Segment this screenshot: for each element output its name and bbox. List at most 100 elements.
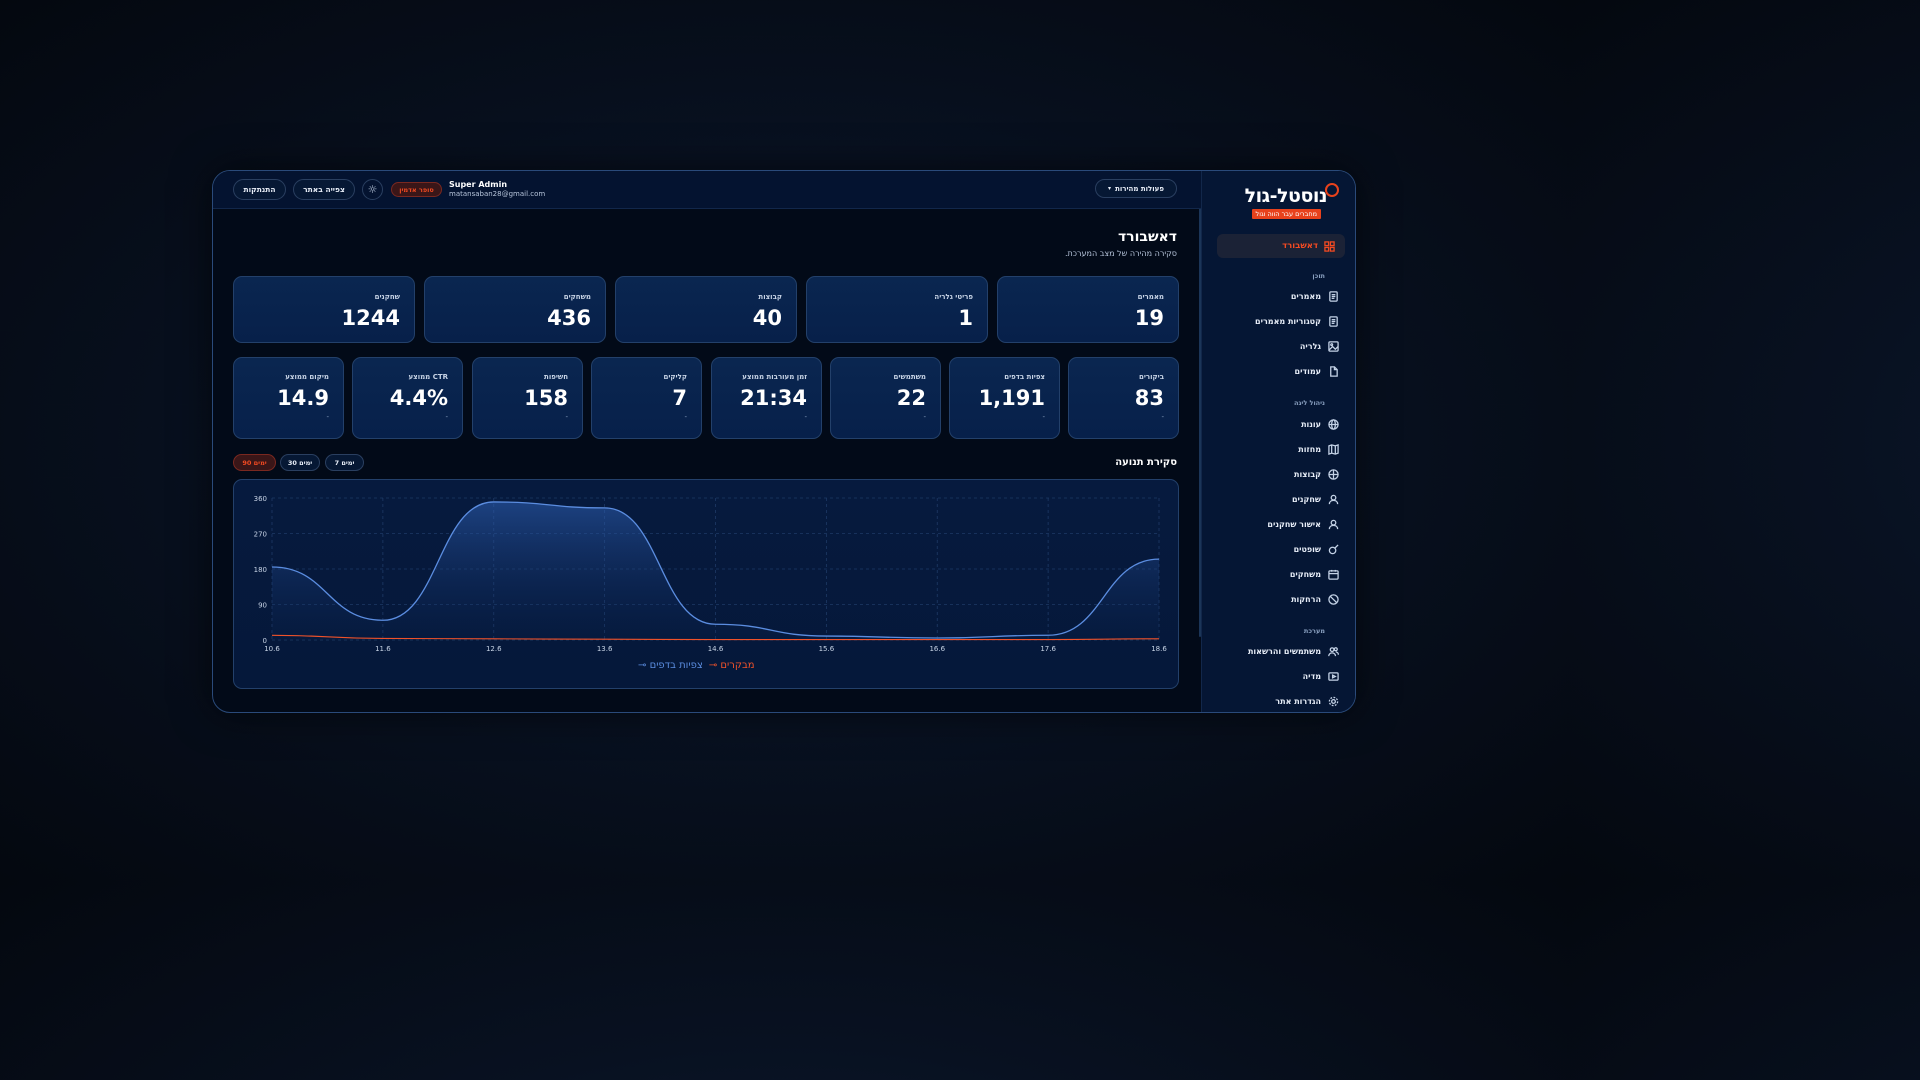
- sidebar-item-label: עונות: [1301, 420, 1321, 429]
- globe-icon: [1328, 419, 1339, 430]
- sidebar-item-users-permissions[interactable]: משתמשים והרשאות: [1209, 646, 1339, 657]
- y-tick-label: 270: [254, 531, 267, 539]
- topbar: התנתקות צפייה באתר ☼ סופר אדמין Super Ad…: [213, 171, 1201, 209]
- stat-label: שחקנים: [374, 293, 400, 301]
- section-league: ניהול ליגה: [1294, 399, 1325, 407]
- stat-value: 4.4%: [389, 386, 448, 410]
- sidebar-item-rounds[interactable]: מחזות: [1209, 444, 1339, 455]
- legend-pageviews[interactable]: ⊸ צפיות בדפים: [638, 660, 703, 671]
- stat-label: פריטי גלריה: [934, 293, 973, 301]
- quick-actions-label: פעולות מהירות: [1115, 184, 1164, 193]
- document-icon: [1328, 316, 1339, 327]
- y-tick-label: 360: [254, 495, 267, 503]
- sidebar-item-label: אישור שחקנים: [1267, 520, 1321, 529]
- range-90-days[interactable]: 90 ימים: [233, 454, 276, 471]
- team-icon: [1328, 469, 1339, 480]
- x-tick-label: 17.6: [1040, 645, 1056, 653]
- sidebar-item-label: שחקנים: [1291, 495, 1321, 504]
- sidebar-item-teams[interactable]: קבוצות: [1209, 469, 1339, 480]
- calendar-icon: [1328, 569, 1339, 580]
- stat-value: 436: [547, 306, 591, 330]
- document-icon: [1328, 291, 1339, 302]
- sidebar-item-label: קבוצות: [1294, 470, 1321, 479]
- logo-tagline: מחברים עבר הווה וגול: [1251, 209, 1321, 219]
- legend-label: צפיות בדפים: [649, 660, 703, 671]
- file-icon: [1328, 366, 1339, 377]
- sidebar-item-label: הגדרות אתר: [1275, 697, 1321, 706]
- sidebar-item-media[interactable]: מדיה: [1209, 671, 1339, 682]
- stat-card-clicks: קליקים 7 -: [591, 357, 702, 439]
- user-check-icon: [1328, 519, 1339, 530]
- stat-value: 7: [672, 386, 687, 410]
- x-tick-label: 15.6: [819, 645, 835, 653]
- site-logo[interactable]: נוסטל-גול מחברים עבר הווה וגול: [1221, 183, 1339, 219]
- sidebar-item-article-categories[interactable]: קטגוריות מאמרים: [1209, 316, 1339, 327]
- series-line-pageviews: [271, 501, 1160, 639]
- x-tick-label: 13.6: [597, 645, 613, 653]
- gear-icon: [1328, 696, 1339, 707]
- sidebar-item-label: משחקים: [1289, 570, 1321, 579]
- stat-card-users: משתמשים 22 -: [830, 357, 941, 439]
- sidebar-item-label: משתמשים והרשאות: [1247, 647, 1321, 656]
- quick-actions-dropdown[interactable]: ▾ פעולות מהירות: [1095, 179, 1177, 198]
- stat-label: צפיות בדפים: [1004, 373, 1045, 381]
- sidebar-item-dashboard[interactable]: דאשבורד: [1217, 234, 1345, 258]
- stat-label: ביקורים: [1138, 373, 1164, 381]
- sidebar-item-site-settings[interactable]: הגדרות אתר: [1209, 696, 1339, 707]
- sidebar-item-players[interactable]: שחקנים: [1209, 494, 1339, 505]
- sidebar-item-pages[interactable]: עמודים: [1209, 366, 1339, 377]
- legend-label: מבקרים: [720, 660, 755, 671]
- stat-label: קליקים: [663, 373, 687, 381]
- content-scrollbar[interactable]: [1199, 177, 1201, 637]
- x-tick-label: 11.6: [375, 645, 391, 653]
- stat-card-matches: משחקים 436: [424, 276, 606, 343]
- stat-label: משחקים: [563, 293, 591, 301]
- user-email: matansaban28@gmail.com: [449, 190, 546, 198]
- stat-delta: -: [684, 413, 687, 421]
- stat-label: מאמרים: [1137, 293, 1164, 301]
- user-icon: [1328, 494, 1339, 505]
- play-icon: [1328, 671, 1339, 682]
- traffic-chart: 0 90 180 270 360 10.6 11.6 12.6 13.6 14.6 15.6 16.6…: [233, 479, 1179, 689]
- range-30-days[interactable]: 30 ימים: [280, 454, 320, 471]
- stat-card-impressions: חשיפות 158 -: [472, 357, 583, 439]
- image-icon: [1328, 341, 1339, 352]
- stat-delta: -: [326, 413, 329, 421]
- sidebar-item-label: מדיה: [1302, 672, 1321, 681]
- sidebar-item-seasons[interactable]: עונות: [1209, 419, 1339, 430]
- sidebar-item-label: דאשבורד: [1282, 241, 1318, 251]
- traffic-chart-svg: 0 90 180 270 360 10.6 11.6 12.6 13.6 14.6 15.6 16.6…: [254, 495, 1168, 653]
- stat-value: 40: [752, 306, 782, 330]
- stat-card-gallery: פריטי גלריה 1: [806, 276, 988, 343]
- sidebar-item-gallery[interactable]: גלריה: [1209, 341, 1339, 352]
- stat-card-teams: קבוצות 40: [615, 276, 797, 343]
- y-tick-label: 0: [263, 637, 267, 645]
- sidebar-item-label: שופטים: [1293, 545, 1321, 554]
- y-tick-label: 90: [258, 602, 267, 610]
- sidebar-item-label: הרחקות: [1291, 595, 1321, 604]
- stat-label: CTR ממוצע: [408, 373, 448, 381]
- sidebar-item-player-approval[interactable]: אישור שחקנים: [1209, 519, 1339, 530]
- sidebar-item-label: מאמרים: [1290, 292, 1321, 301]
- stat-label: חשיפות: [544, 373, 568, 381]
- stat-value: 1244: [341, 306, 400, 330]
- stat-delta: -: [1042, 413, 1045, 421]
- sidebar-item-suspensions[interactable]: הרחקות: [1209, 594, 1339, 605]
- view-site-button[interactable]: צפייה באתר: [293, 179, 355, 200]
- stat-value: 14.9: [277, 386, 329, 410]
- logout-button[interactable]: התנתקות: [233, 179, 286, 200]
- chevron-down-icon: ▾: [1108, 185, 1112, 192]
- sidebar-item-referees[interactable]: שופטים: [1209, 544, 1339, 555]
- sidebar-item-articles[interactable]: מאמרים: [1209, 291, 1339, 302]
- y-tick-label: 180: [254, 566, 267, 574]
- stat-value: 19: [1134, 306, 1164, 330]
- stat-card-ctr: CTR ממוצע 4.4% -: [352, 357, 463, 439]
- theme-toggle-sun-icon[interactable]: ☼: [362, 179, 383, 200]
- sidebar-item-matches[interactable]: משחקים: [1209, 569, 1339, 580]
- stat-value: 83: [1134, 386, 1164, 410]
- range-7-days[interactable]: 7 ימים: [325, 454, 364, 471]
- stat-value: 22: [896, 386, 926, 410]
- stat-label: משתמשים: [893, 373, 926, 381]
- ban-icon: [1328, 594, 1339, 605]
- legend-visitors[interactable]: ⊸ מבקרים: [708, 660, 755, 671]
